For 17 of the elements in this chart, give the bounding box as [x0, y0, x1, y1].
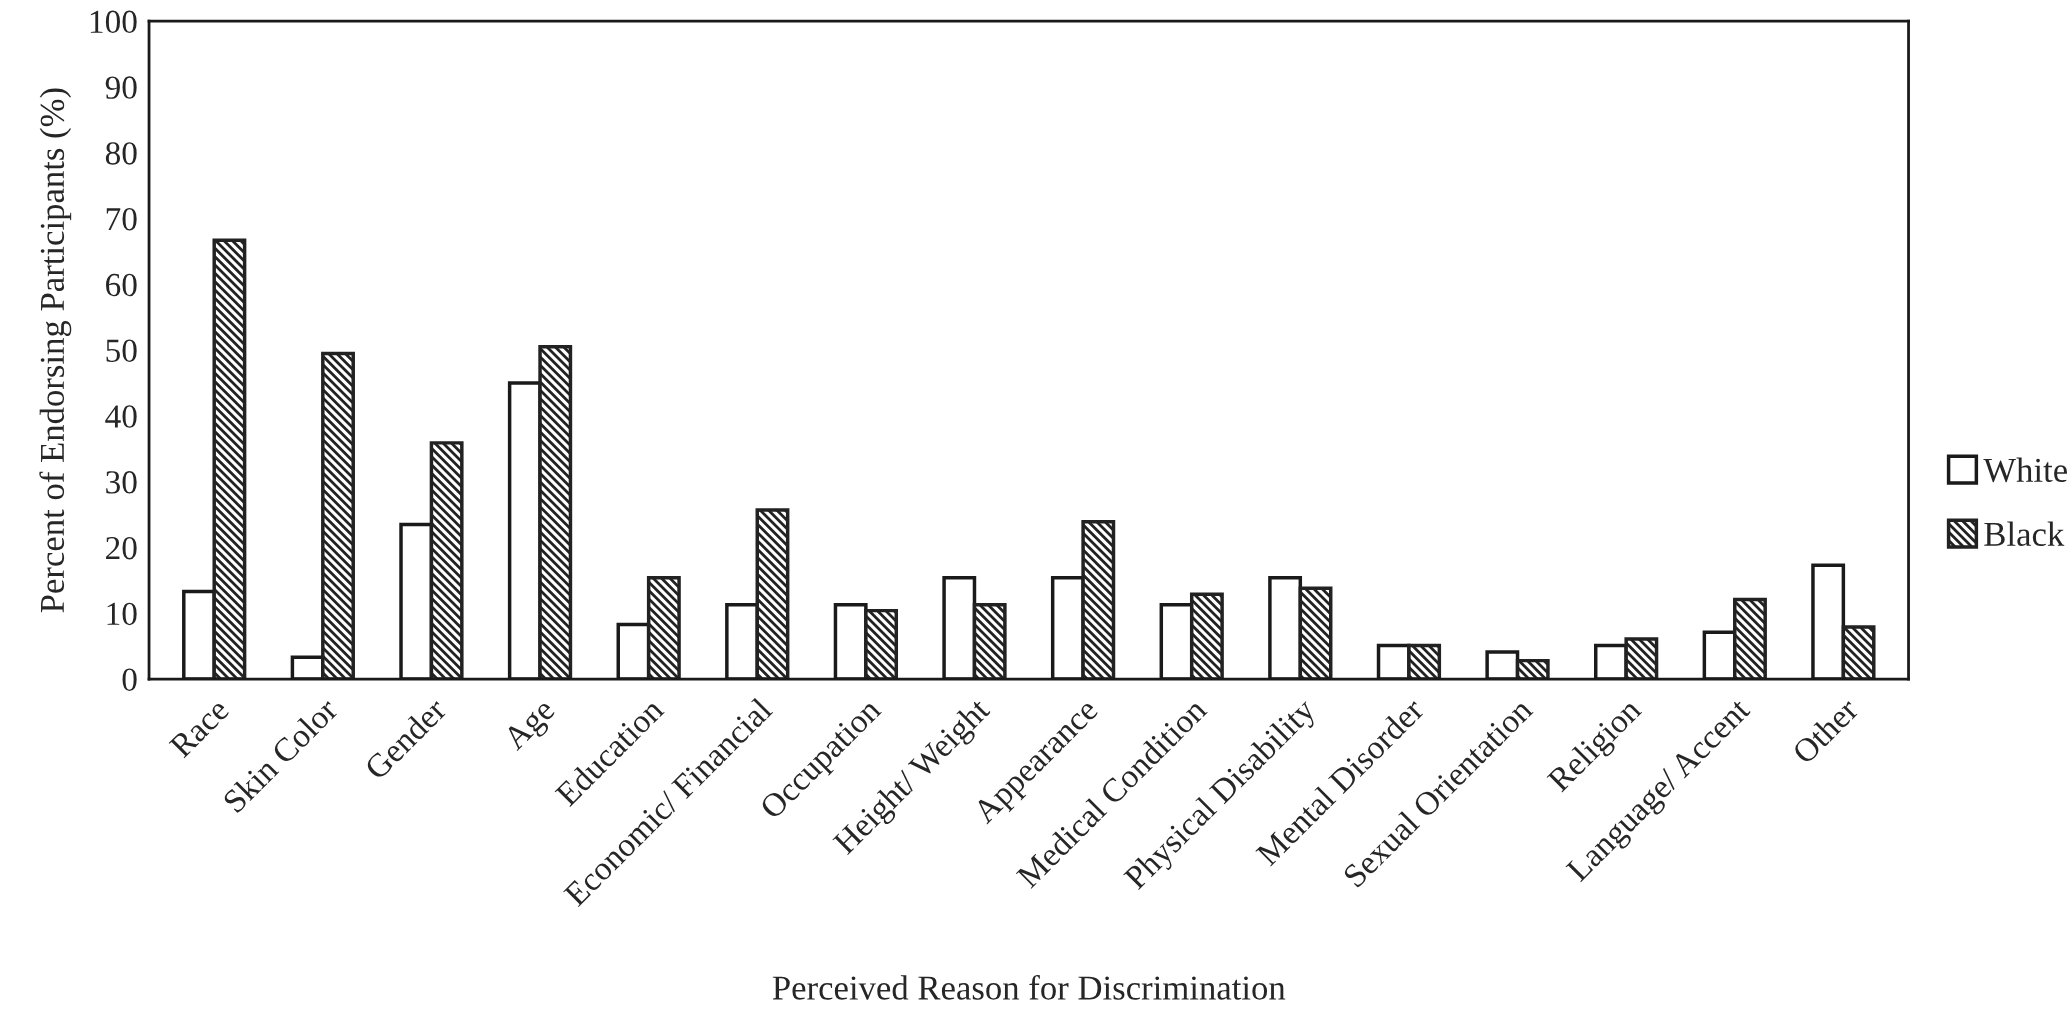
x-tick-label: Age: [501, 697, 561, 757]
y-tick-label: 40: [105, 405, 137, 428]
y-tick-label: 90: [105, 76, 137, 99]
y-tick-label: 0: [122, 668, 137, 691]
y-tick-label: 10: [107, 602, 137, 626]
y-tick-label: 50: [106, 339, 137, 363]
x-tick-label: Race: [168, 697, 230, 759]
x-axis-title: Perceived Reason for Discrimination: [772, 974, 1286, 1000]
y-tick-label: 70: [106, 207, 137, 231]
y-tick-label: 20: [106, 536, 137, 560]
y-axis-title: Percent of Endorsing Participants (%): [39, 88, 72, 613]
y-tick-label: 80: [105, 142, 137, 165]
y-tick-label: 30: [106, 471, 137, 494]
y-tick-label: 60: [106, 273, 137, 297]
legend-label: Black: [1984, 521, 2065, 547]
y-tick-label: 100: [90, 10, 137, 34]
legend-label: White: [1983, 457, 2067, 483]
